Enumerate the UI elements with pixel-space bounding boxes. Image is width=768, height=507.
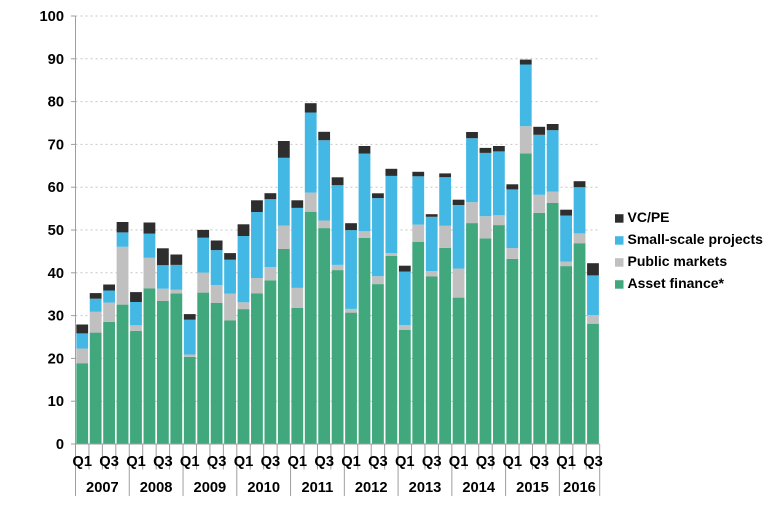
svg-text:Q3: Q3 [153, 454, 173, 470]
svg-text:Q3: Q3 [476, 454, 496, 470]
svg-text:Q3: Q3 [422, 454, 442, 470]
svg-text:VC/PE: VC/PE [628, 209, 670, 225]
svg-text:2009: 2009 [194, 480, 227, 496]
svg-text:Q3: Q3 [583, 454, 603, 470]
svg-text:2011: 2011 [301, 480, 333, 496]
svg-text:0: 0 [56, 437, 64, 453]
svg-text:40: 40 [48, 266, 64, 282]
svg-text:2016: 2016 [563, 480, 596, 496]
svg-text:100: 100 [39, 9, 64, 25]
svg-text:Q1: Q1 [556, 454, 576, 470]
svg-text:2013: 2013 [409, 480, 442, 496]
svg-text:60: 60 [48, 180, 64, 196]
svg-text:70: 70 [48, 137, 64, 153]
svg-text:Q1: Q1 [395, 454, 415, 470]
svg-text:Q1: Q1 [449, 454, 469, 470]
svg-text:Q1: Q1 [341, 454, 361, 470]
svg-text:2007: 2007 [86, 480, 119, 496]
svg-text:10: 10 [48, 394, 64, 410]
svg-text:Q1: Q1 [180, 454, 200, 470]
svg-text:30: 30 [48, 309, 64, 325]
svg-text:Q3: Q3 [99, 454, 119, 470]
svg-text:90: 90 [48, 52, 64, 68]
svg-text:Q1: Q1 [288, 454, 308, 470]
svg-text:Q3: Q3 [314, 454, 334, 470]
svg-text:2008: 2008 [140, 480, 173, 496]
svg-text:2014: 2014 [462, 480, 496, 496]
svg-text:80: 80 [48, 95, 64, 111]
svg-text:Q1: Q1 [234, 454, 254, 470]
svg-text:Q3: Q3 [529, 454, 549, 470]
svg-text:Public markets: Public markets [628, 253, 728, 269]
svg-text:Small-scale projects: Small-scale projects [628, 231, 764, 247]
svg-text:Q1: Q1 [126, 454, 146, 470]
svg-text:Q3: Q3 [261, 454, 281, 470]
svg-text:2010: 2010 [247, 480, 280, 496]
svg-text:50: 50 [48, 223, 64, 239]
svg-text:Q1: Q1 [503, 454, 523, 470]
svg-text:Q1: Q1 [72, 454, 92, 470]
svg-text:Q3: Q3 [368, 454, 388, 470]
svg-text:Q3: Q3 [207, 454, 227, 470]
svg-text:Asset finance*: Asset finance* [628, 275, 725, 291]
svg-text:20: 20 [48, 351, 64, 367]
svg-text:2015: 2015 [516, 480, 549, 496]
svg-text:2012: 2012 [355, 480, 388, 496]
